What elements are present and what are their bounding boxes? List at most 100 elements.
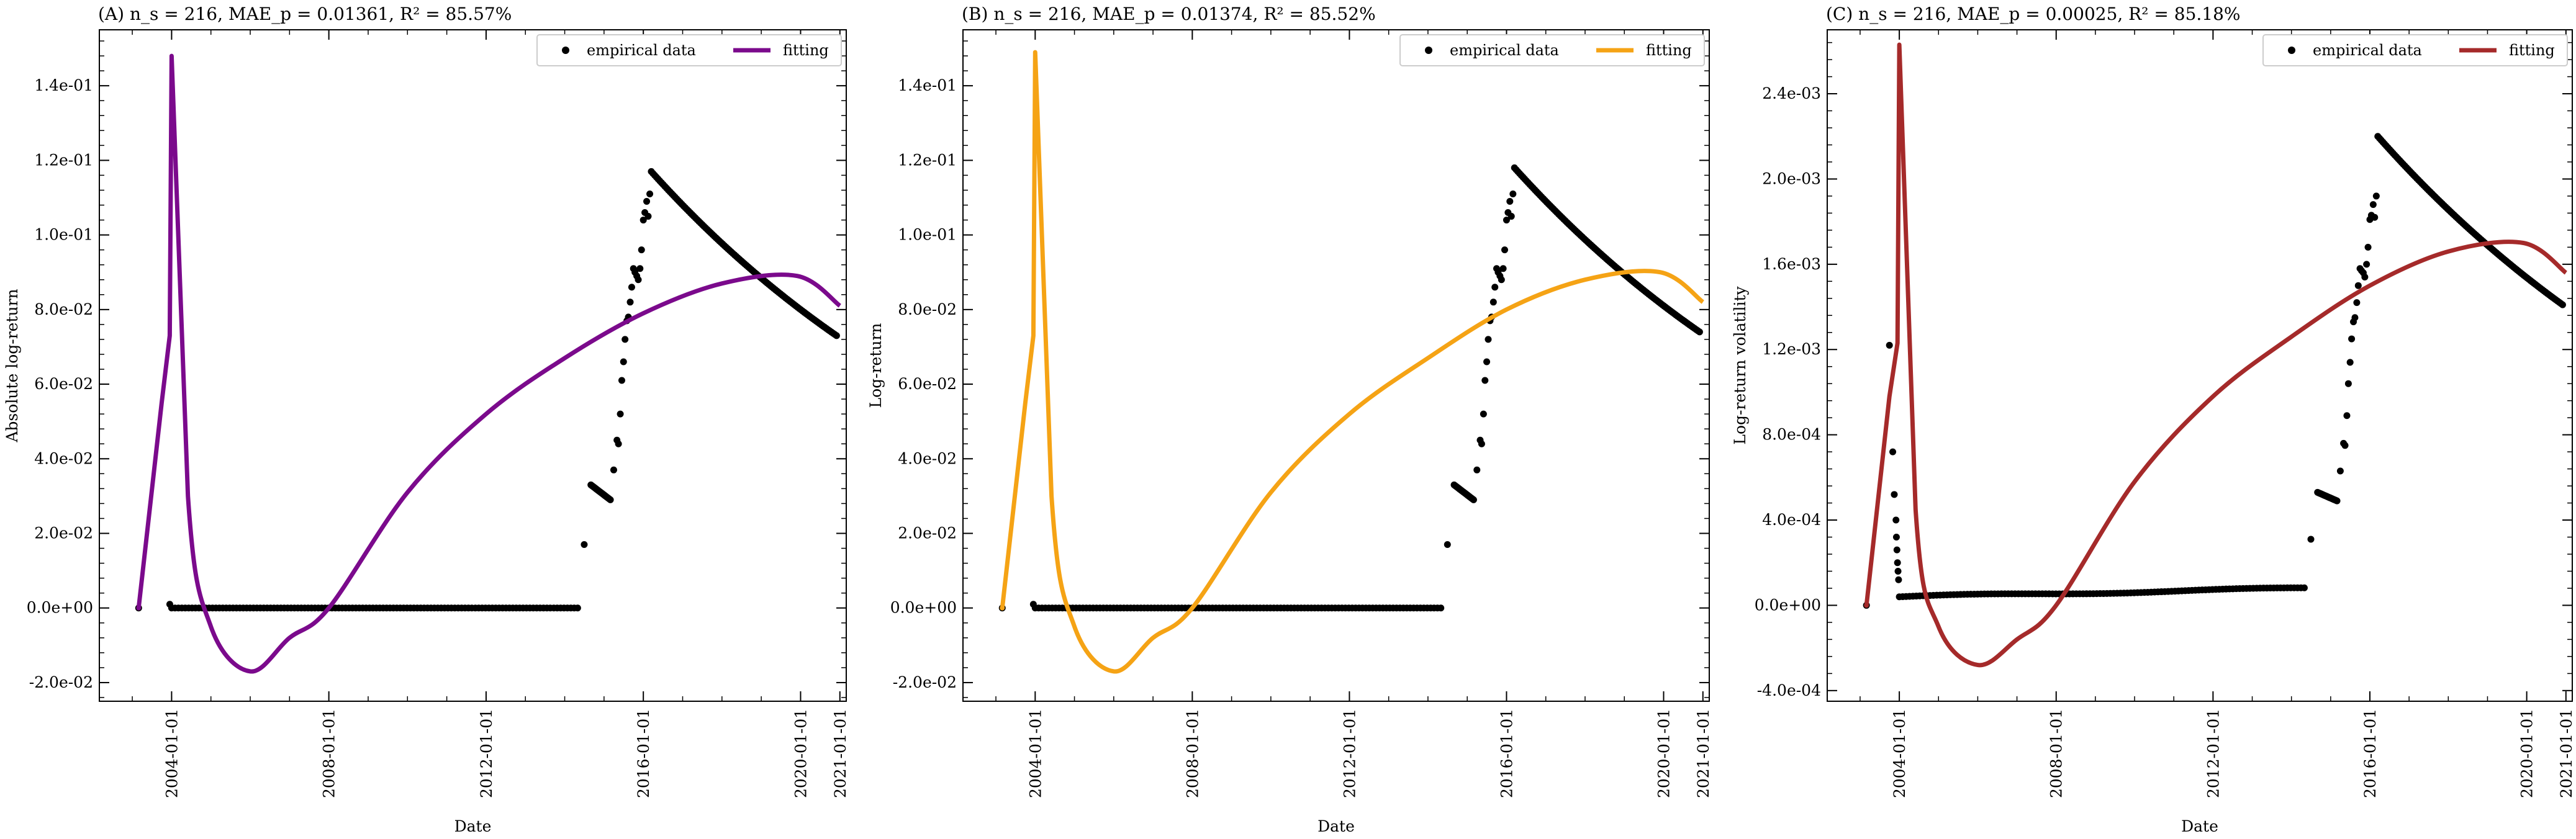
x-tick-label: 2004-01-01 [1891,709,1909,798]
data-point [1480,410,1487,418]
x-axis-label: Date [454,817,492,835]
y-tick-label: 1.0e-01 [898,226,957,244]
data-point [2333,497,2341,505]
x-tick-label: 2004-01-01 [1026,709,1044,798]
data-point [1491,284,1499,291]
data-point [643,198,651,205]
y-tick-label: 6.0e-02 [34,375,93,393]
data-point [1498,276,1505,284]
y-tick-label: 0.0e+00 [27,599,93,617]
legend-box [1399,34,1705,66]
legend: empirical data fitting [2262,34,2568,66]
data-point [1473,466,1481,473]
x-tick-label: 2016-01-01 [1498,709,1516,798]
empirical-data-series [1863,133,2566,609]
data-point [2351,314,2359,321]
data-point [621,336,629,343]
chart-panel-2: (B) n_s = 216, MAE_p = 0.01374, R² = 85.… [867,4,1712,835]
data-point [639,217,647,224]
x-tick-label: 2016-01-01 [635,709,653,798]
data-point [644,213,652,220]
chart-title: (C) n_s = 216, MAE_p = 0.00025, R² = 85.… [1826,4,2241,24]
y-tick-label: 1.6e-03 [1762,255,1821,273]
data-point [1503,217,1510,224]
data-point [2346,359,2354,366]
data-point [1499,265,1507,272]
empirical-data-series [135,168,840,612]
data-point [2559,301,2566,308]
y-tick-label: 1.2e-03 [1762,340,1821,358]
data-point [1889,448,1897,455]
data-point [2369,201,2377,209]
data-point [635,276,642,284]
fitting-start-point [1864,603,1869,608]
data-point [1506,198,1514,205]
x-axis-label: Date [2181,817,2218,835]
x-tick-label: 2021-01-01 [2557,709,2575,798]
data-point [620,358,627,366]
legend-label-fitting: fitting [783,42,829,59]
y-tick-label: 0.0e+00 [890,599,957,617]
data-point [618,377,625,384]
data-point [1485,336,1492,343]
data-point [1892,534,1900,541]
data-point [833,332,840,339]
fitting-line [136,53,841,674]
legend-box [536,34,842,66]
data-point [1437,604,1445,612]
data-point [2361,273,2369,280]
fitting-start-point [136,605,142,611]
data-point [1470,496,1477,503]
empirical-data-series [998,164,1703,612]
plot-frame [1827,29,2573,702]
data-point [2363,261,2370,268]
data-point [646,190,654,197]
data-point [626,298,634,306]
data-point [1886,341,1893,349]
x-tick-label: 2016-01-01 [2361,709,2379,798]
x-tick-label: 2020-01-01 [2518,709,2536,798]
legend-label-fitting: fitting [2509,42,2555,59]
data-point [610,466,617,473]
data-point [2341,442,2349,449]
data-point [638,246,645,254]
data-point [1895,576,1902,583]
legend-label-empirical: empirical data [587,42,696,59]
x-tick-label: 2021-01-01 [1694,709,1712,798]
y-tick-label: 1.4e-01 [898,76,957,94]
data-point [1894,567,1902,575]
y-axis-label: Log-return volatility [1731,285,1749,444]
y-tick-label: -2.0e-02 [29,673,93,691]
y-tick-label: 4.0e-02 [898,449,957,467]
y-axis-label: Log-return [867,323,885,408]
y-tick-label: 2.0e-02 [34,524,93,542]
x-axis-label: Date [1317,817,1355,835]
data-point [2336,467,2344,475]
data-point [1483,358,1491,366]
data-point [1481,377,1489,384]
data-point [1509,190,1517,197]
legend-marker-empirical [562,47,569,54]
y-tick-label: 1.0e-01 [34,226,93,244]
y-tick-label: 8.0e-02 [898,300,957,318]
data-point [2307,536,2315,543]
x-tick-label: 2012-01-01 [1340,709,1358,798]
y-tick-label: 8.0e-02 [34,300,93,318]
data-point [636,265,644,272]
x-tick-label: 2008-01-01 [320,709,338,798]
data-point [1489,298,1497,306]
legend: empirical data fitting [1399,34,1705,66]
data-point [1894,559,1901,567]
chart-panel-1: (A) n_s = 216, MAE_p = 0.01361, R² = 85.… [3,4,849,835]
x-tick-label: 2020-01-01 [1655,709,1673,798]
y-tick-label: -4.0e-04 [1757,681,1821,699]
x-tick-label: 2012-01-01 [477,709,495,798]
data-point [1891,491,1898,498]
data-point [2300,584,2308,591]
y-tick-label: 4.0e-02 [34,449,93,467]
y-tick-label: 8.0e-04 [1762,426,1821,444]
data-point [2371,213,2379,221]
data-point [2343,412,2351,420]
legend-marker-empirical [1425,47,1432,54]
